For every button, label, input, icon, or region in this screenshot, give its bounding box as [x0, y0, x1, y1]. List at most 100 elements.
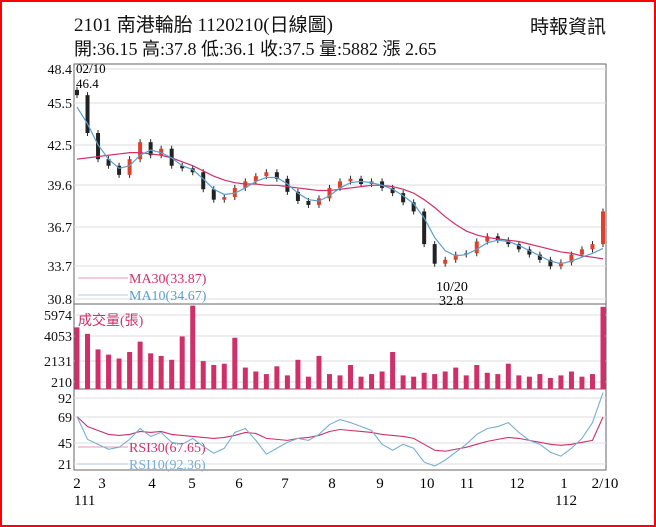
candle [443, 259, 448, 264]
candle [506, 240, 511, 245]
volume-bar [242, 367, 248, 389]
candle [316, 198, 321, 205]
y-tick-label: 42.5 [48, 139, 73, 154]
volume-bar [263, 374, 269, 389]
volume-bar [232, 337, 238, 389]
candle [474, 241, 479, 254]
annotation-date: 10/20 [436, 280, 468, 295]
volume-bar [85, 333, 91, 389]
y-tick-label: 92 [58, 392, 72, 407]
volume-bar [453, 367, 459, 389]
volume-bar [179, 336, 185, 389]
x-tick-label: 10 [420, 476, 435, 492]
candle [306, 200, 311, 205]
candle [75, 89, 79, 96]
x-tick-label: 2/10 [592, 476, 619, 492]
candle [85, 95, 90, 134]
volume-bar [600, 306, 606, 389]
candle [106, 159, 111, 166]
candle [601, 211, 605, 245]
candle [338, 181, 342, 188]
candle [516, 244, 521, 250]
y-tick-label: 2131 [44, 355, 72, 370]
candle [222, 197, 227, 200]
volume-bar [326, 374, 332, 389]
volume-bar [537, 374, 543, 389]
volume-bar [158, 355, 164, 389]
candle [243, 181, 248, 188]
legend-label: RSI10(92.36) [129, 458, 206, 473]
candle [253, 176, 258, 182]
ma-line-1 [76, 106, 604, 265]
legend-label: MA10(34.67) [129, 289, 207, 304]
y-tick-label: 48.4 [48, 63, 73, 78]
y-tick-label: 36.7 [48, 221, 73, 236]
volume-bar [316, 355, 322, 389]
y-tick-label: 33.7 [48, 260, 73, 275]
annotation-date: 02/10 [76, 61, 106, 76]
volume-bar [484, 372, 490, 389]
candle [558, 262, 563, 267]
volume-bar [337, 375, 343, 389]
volume-bar [432, 374, 438, 389]
volume-bar [516, 375, 522, 389]
candle [148, 142, 153, 156]
candle [211, 189, 216, 200]
volume-bar [284, 375, 290, 389]
volume-bar [442, 371, 448, 389]
volume-bar [190, 305, 196, 389]
candle [422, 211, 427, 245]
volume-bar [305, 376, 311, 389]
quote-info: 開:36.15 高:37.8 低:36.1 收:37.5 量:5882 漲 2.… [74, 39, 437, 59]
legend-label: MA30(33.87) [129, 272, 207, 287]
candle [390, 187, 395, 194]
volume-bar [390, 352, 396, 389]
candle [96, 133, 101, 160]
volume-bar [495, 374, 501, 389]
candle [590, 244, 595, 250]
rsi-line-1 [76, 392, 604, 467]
source-label: 時報資訊 [530, 17, 607, 38]
x-tick-label: 3 [98, 476, 106, 492]
candle [485, 236, 490, 242]
x-tick-label: 6 [235, 476, 243, 492]
y-tick-label: 45 [58, 437, 72, 452]
candle [285, 178, 290, 192]
candle [180, 165, 185, 169]
y-tick-label: 30.8 [48, 293, 73, 308]
x-tick-label: 12 [510, 476, 525, 492]
y-tick-label: 45.5 [48, 97, 73, 112]
chart-title: 2101 南港輪胎 1120210(日線圖) [74, 15, 333, 36]
candle [537, 254, 542, 260]
volume-bar [348, 364, 354, 389]
volume-bar [274, 366, 280, 389]
x-tick-label: 8 [328, 476, 336, 492]
candle [432, 244, 437, 264]
candle [201, 172, 206, 190]
volume-bar [558, 375, 564, 389]
volume-bar [421, 372, 427, 389]
candle [295, 191, 300, 201]
candle [411, 202, 416, 212]
volume-bar [74, 327, 80, 389]
volume-bar [137, 341, 143, 389]
candle [380, 181, 385, 188]
volume-bar [463, 375, 469, 389]
y-tick-label: 4053 [44, 330, 72, 345]
volume-bar [547, 377, 553, 389]
candle [117, 165, 122, 175]
candle [127, 159, 132, 175]
candle [579, 249, 584, 255]
annotation-value: 32.8 [439, 294, 464, 309]
volume-bar [589, 374, 595, 389]
volume-bar [295, 359, 301, 389]
x-tick-label: 1 [560, 476, 568, 492]
y-tick-label: 39.6 [48, 179, 73, 194]
legend-label: RSI30(67.65) [129, 441, 206, 456]
x-tick-label: 2 [73, 476, 81, 492]
x-tick-label: 7 [281, 476, 289, 492]
candle [138, 142, 143, 160]
candle [569, 254, 574, 263]
